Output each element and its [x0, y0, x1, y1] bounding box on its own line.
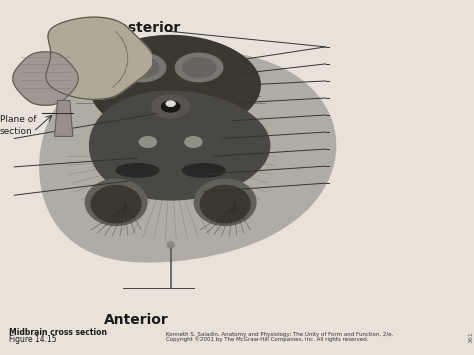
Polygon shape	[46, 17, 154, 99]
Ellipse shape	[162, 101, 180, 112]
Ellipse shape	[116, 164, 159, 177]
Text: Anterior: Anterior	[104, 312, 169, 327]
Ellipse shape	[166, 101, 175, 106]
Ellipse shape	[167, 242, 174, 248]
Ellipse shape	[85, 179, 147, 225]
Ellipse shape	[194, 179, 256, 225]
Text: Plane of
section: Plane of section	[0, 115, 36, 136]
Polygon shape	[13, 52, 78, 105]
Ellipse shape	[175, 53, 223, 82]
Ellipse shape	[200, 185, 250, 223]
Polygon shape	[40, 50, 336, 262]
Text: 361: 361	[468, 331, 473, 343]
Ellipse shape	[152, 95, 190, 118]
Ellipse shape	[166, 101, 175, 106]
Text: Copyright ©2001 by The McGraw-Hill Companies, Inc. All rights reserved.: Copyright ©2001 by The McGraw-Hill Compa…	[166, 337, 368, 342]
Polygon shape	[90, 36, 260, 135]
Ellipse shape	[182, 164, 225, 177]
Text: Midbrain cross section: Midbrain cross section	[9, 328, 108, 337]
Text: Posterior: Posterior	[109, 21, 181, 36]
Ellipse shape	[91, 185, 141, 223]
Ellipse shape	[126, 58, 159, 77]
Polygon shape	[90, 91, 270, 200]
Ellipse shape	[118, 53, 166, 82]
Text: Figure 14.15: Figure 14.15	[9, 334, 57, 344]
Text: Kenneth S. Saladin, Anatomy and Physiology: The Unity of Form and Function, 2/e.: Kenneth S. Saladin, Anatomy and Physiolo…	[166, 332, 393, 337]
Polygon shape	[55, 100, 73, 136]
Ellipse shape	[182, 58, 216, 77]
Ellipse shape	[139, 137, 156, 147]
Ellipse shape	[162, 101, 180, 112]
Ellipse shape	[185, 137, 202, 147]
